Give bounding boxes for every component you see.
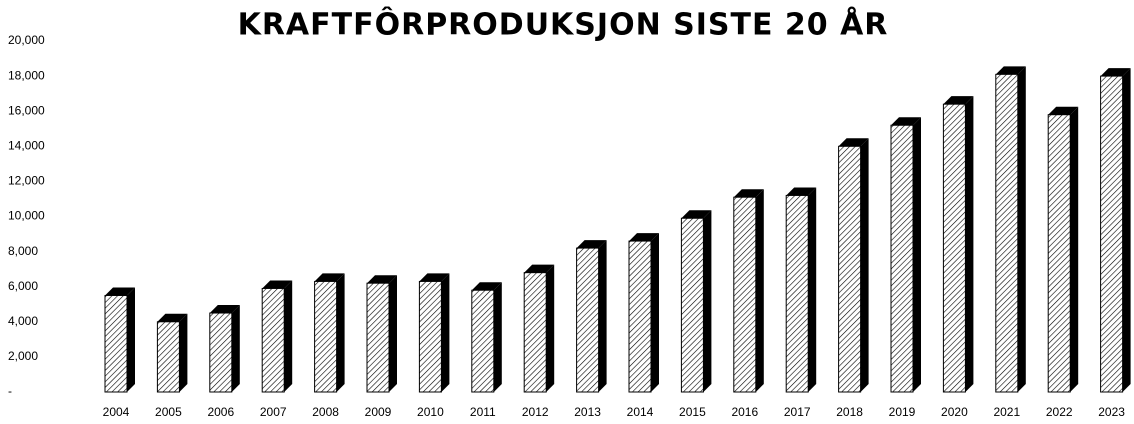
bar-top <box>943 96 974 105</box>
x-tick-label: 2021 <box>993 405 1020 419</box>
bar-side <box>1017 66 1026 392</box>
bar <box>523 272 547 393</box>
bar-side <box>493 282 502 392</box>
x-tick-label: 2004 <box>103 405 130 419</box>
y-tick-label: 4,000 <box>8 314 38 328</box>
x-tick-label: 2023 <box>1098 405 1125 419</box>
bar-side <box>546 264 555 392</box>
x-tick-label: 2018 <box>836 405 863 419</box>
bar <box>1100 75 1124 393</box>
x-tick-label: 2022 <box>1046 405 1073 419</box>
bar-top <box>209 305 240 314</box>
bar-top <box>629 233 659 242</box>
bar-top <box>314 273 345 282</box>
bar-side <box>755 189 764 392</box>
x-tick-label: 2020 <box>941 405 968 419</box>
y-tick-label: 20,000 <box>8 33 45 47</box>
x-tick-label: 2007 <box>260 405 287 419</box>
x-tick-label: 2005 <box>155 405 182 419</box>
bar-side <box>389 275 397 392</box>
y-tick-label: 6,000 <box>8 279 38 293</box>
bar-top <box>681 210 712 219</box>
bar-side <box>336 273 345 392</box>
bar-top <box>157 313 188 322</box>
bar <box>680 217 704 393</box>
bar <box>314 280 338 393</box>
bar-side <box>860 138 869 392</box>
bar-side <box>441 273 450 392</box>
bar-top <box>733 189 764 198</box>
bar-side <box>1070 106 1079 393</box>
chart-title: KRAFTFÔRPRODUKSJON SISTE 20 ÅR <box>238 6 889 43</box>
x-tick-label: 2016 <box>731 405 758 419</box>
x-tick-label: 2015 <box>679 405 706 419</box>
bar-side <box>179 313 188 392</box>
bar <box>576 247 600 393</box>
bar-top <box>576 240 607 249</box>
bar <box>1047 114 1071 393</box>
bar <box>838 145 862 393</box>
bar-top <box>471 282 502 291</box>
bar-top <box>262 280 293 289</box>
bar-top <box>838 138 869 147</box>
bar <box>471 289 495 393</box>
y-tick-label: 18,000 <box>8 68 45 82</box>
bar <box>104 294 128 393</box>
x-tick-label: 2019 <box>889 405 916 419</box>
bar-top <box>1100 68 1131 77</box>
bar-side <box>284 280 293 392</box>
bar-side <box>808 187 817 392</box>
x-tick-label: 2013 <box>574 405 601 419</box>
bar <box>995 73 1019 393</box>
bar <box>156 321 180 393</box>
bar <box>785 194 809 393</box>
y-tick-label: 14,000 <box>8 138 45 152</box>
bar-top <box>891 117 921 126</box>
x-tick-label: 2011 <box>470 405 496 419</box>
bar <box>628 240 652 393</box>
bar-top <box>367 275 397 284</box>
bar-side <box>703 210 712 392</box>
x-tick-label: 2009 <box>365 405 392 419</box>
bar-side <box>598 240 607 392</box>
bar-top <box>786 187 817 196</box>
bar <box>366 282 390 393</box>
x-tick-label: 2008 <box>312 405 339 419</box>
bar <box>209 312 233 393</box>
y-tick-label: 2,000 <box>8 349 38 363</box>
bar-side <box>231 305 240 392</box>
x-tick-label: 2010 <box>417 405 444 419</box>
bar-side <box>127 287 135 392</box>
bar-top <box>1048 106 1079 115</box>
bar-side <box>965 96 974 393</box>
x-tick-label: 2017 <box>784 405 811 419</box>
bar <box>261 287 285 393</box>
y-tick-label: 10,000 <box>8 209 45 223</box>
bar-top <box>995 66 1026 75</box>
bar-top <box>105 287 135 296</box>
bar-side <box>651 233 659 392</box>
bar-top <box>524 264 555 273</box>
bar-top <box>419 273 450 282</box>
x-tick-label: 2006 <box>207 405 234 419</box>
y-tick-label: 16,000 <box>8 103 45 117</box>
x-tick-label: 2014 <box>627 405 654 419</box>
y-tick-label: - <box>8 384 12 398</box>
bar <box>942 103 966 393</box>
y-tick-label: 8,000 <box>8 244 38 258</box>
y-tick-label: 12,000 <box>8 174 45 188</box>
bar <box>890 124 914 393</box>
bar <box>733 196 757 393</box>
bar <box>418 280 442 393</box>
bar-side <box>1122 68 1131 392</box>
x-tick-label: 2012 <box>522 405 549 419</box>
bar-side <box>913 117 921 393</box>
